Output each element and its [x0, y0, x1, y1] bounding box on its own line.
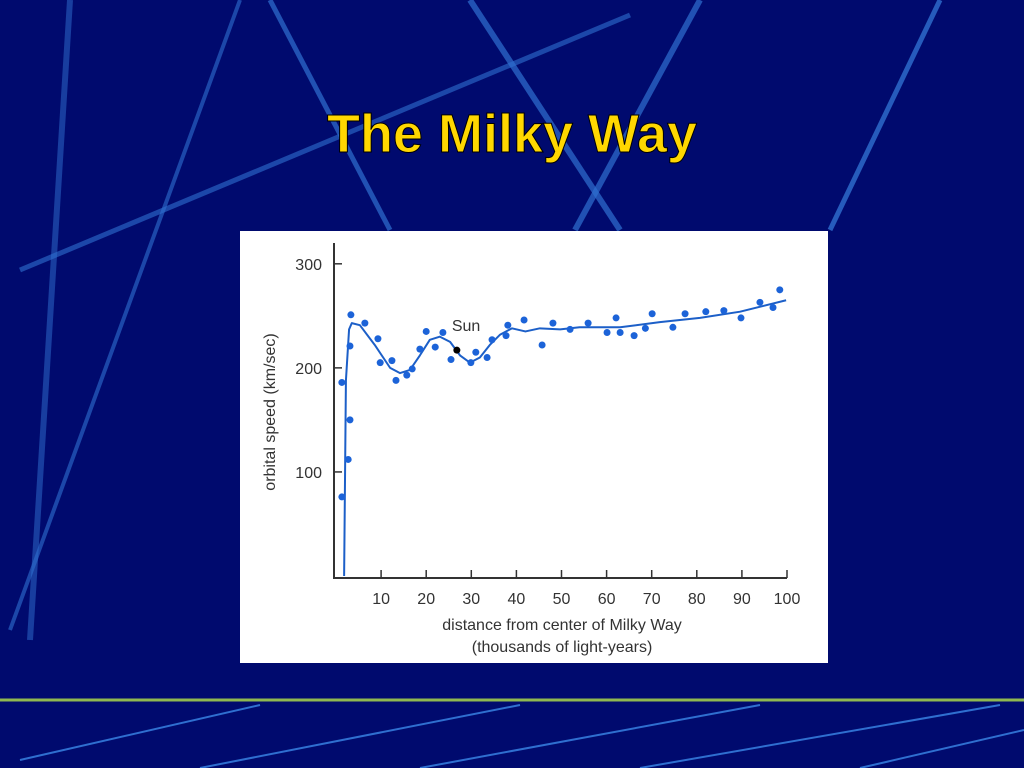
data-point	[374, 335, 382, 343]
data-point	[376, 359, 384, 367]
data-point	[447, 356, 455, 364]
x-tick-label: 60	[598, 591, 616, 608]
data-point	[338, 378, 346, 386]
fit-curve	[343, 299, 787, 577]
y-tick-label: 200	[295, 361, 322, 378]
x-axis-label: (thousands of light-years)	[472, 639, 653, 656]
slide-title: The Milky Way	[327, 104, 697, 164]
data-point	[488, 336, 496, 344]
x-tick-label: 90	[733, 591, 751, 608]
data-point	[453, 346, 461, 354]
data-point	[502, 332, 510, 340]
data-point	[347, 311, 355, 319]
data-point	[737, 314, 745, 322]
x-tick-label: 40	[508, 591, 526, 608]
data-point	[483, 353, 491, 361]
data-point	[422, 327, 430, 335]
y-tick-label: 300	[295, 257, 322, 274]
data-point	[630, 332, 638, 340]
data-point	[756, 298, 764, 306]
data-point	[702, 308, 710, 316]
x-tick-label: 20	[417, 591, 435, 608]
annotation: Sun	[452, 318, 480, 335]
data-point	[641, 324, 649, 332]
data-point	[538, 341, 546, 349]
data-point	[392, 376, 400, 384]
data-point	[603, 328, 611, 336]
y-tick-label: 100	[295, 465, 322, 482]
data-point	[388, 357, 396, 365]
data-point	[403, 371, 411, 379]
x-axis-label: distance from center of Milky Way	[442, 617, 681, 634]
x-tick-label: 30	[462, 591, 480, 608]
chart-panel	[240, 231, 828, 663]
data-point	[431, 343, 439, 351]
data-point	[648, 310, 656, 318]
data-point	[361, 319, 369, 327]
data-point	[416, 345, 424, 353]
data-point	[467, 359, 475, 367]
data-point	[549, 319, 557, 327]
data-point	[776, 286, 784, 294]
x-tick-label: 10	[372, 591, 390, 608]
data-point	[566, 325, 574, 333]
data-point	[769, 304, 777, 312]
data-point	[346, 416, 354, 424]
data-point	[720, 307, 728, 315]
data-point	[669, 323, 677, 331]
data-point	[681, 310, 689, 318]
x-tick-label: 100	[774, 591, 801, 608]
data-point	[612, 314, 620, 322]
data-point	[616, 328, 624, 336]
data-point	[408, 365, 416, 373]
data-point	[504, 321, 512, 329]
data-point	[584, 319, 592, 327]
x-tick-label: 70	[643, 591, 661, 608]
data-point	[439, 328, 447, 336]
x-tick-label: 50	[553, 591, 571, 608]
data-point	[520, 316, 528, 324]
y-axis-label: orbital speed (km/sec)	[262, 333, 279, 490]
data-point	[346, 342, 354, 350]
data-point	[338, 493, 346, 501]
data-point	[344, 455, 352, 463]
x-tick-label: 80	[688, 591, 706, 608]
data-point	[472, 348, 480, 356]
chart: 100 200 300 10 20 30 40 50 60 70 80 90 100 distance f…	[262, 243, 800, 656]
